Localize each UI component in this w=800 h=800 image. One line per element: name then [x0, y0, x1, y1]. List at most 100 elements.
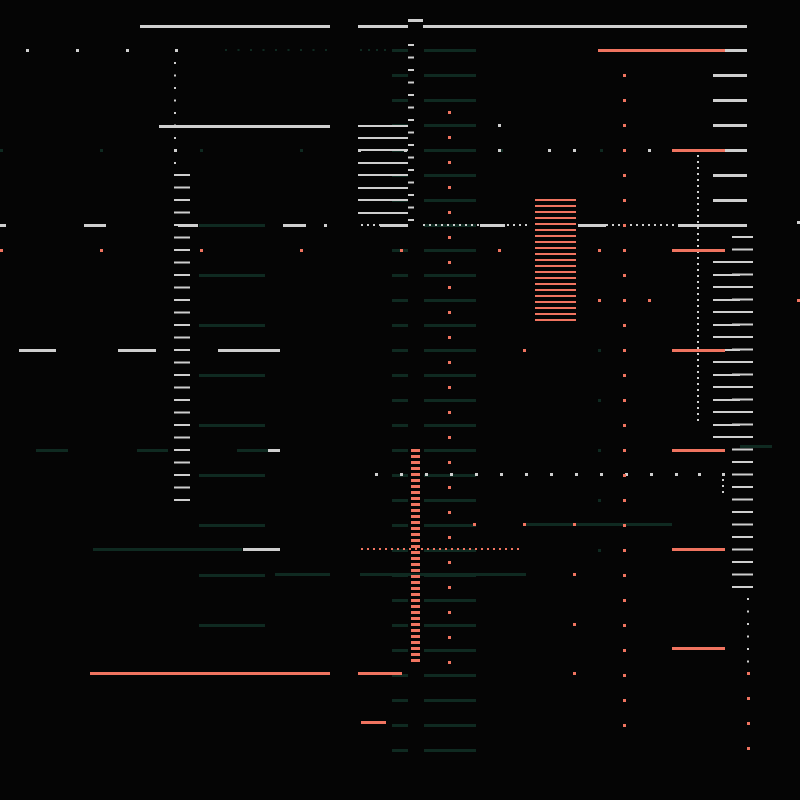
light-bar [408, 56, 414, 59]
light-dot [697, 275, 699, 277]
light-bar [408, 181, 414, 184]
coral-dash [411, 569, 420, 572]
coral-dot [623, 174, 626, 177]
light-dot [513, 224, 515, 226]
coral-dot [487, 548, 489, 550]
light-bar [174, 461, 190, 464]
coral-dot [200, 249, 203, 252]
light-dot [697, 365, 699, 367]
coral-dot [797, 299, 800, 302]
dim-dot [200, 149, 203, 152]
light-dot [477, 224, 479, 226]
light-dot [507, 224, 509, 226]
coral-dot [421, 548, 423, 550]
coral-dot [498, 249, 501, 252]
coral-bar-layer [0, 49, 800, 750]
light-bar [174, 374, 190, 376]
coral-dot [448, 336, 451, 339]
coral-dash [411, 497, 420, 500]
light-bar [358, 137, 408, 139]
light-dot [697, 209, 699, 211]
dim-bar [424, 249, 476, 252]
coral-dot [415, 548, 417, 550]
light-dot [697, 389, 699, 391]
light-dot [630, 224, 632, 226]
dim-bar [392, 549, 408, 552]
light-dot [126, 49, 129, 52]
light-dot [435, 224, 437, 226]
light-dot [450, 473, 453, 476]
dim-bar [424, 124, 476, 127]
coral-dot [448, 536, 451, 539]
light-dot [697, 257, 699, 259]
dim-bar [424, 199, 476, 202]
coral-dot [397, 548, 399, 550]
coral-dot [623, 124, 626, 127]
light-dot [612, 224, 614, 226]
light-bar [408, 156, 414, 159]
light-dot [697, 191, 699, 193]
dim-bar [424, 374, 476, 377]
dim-bar [424, 749, 476, 752]
coral-dot [448, 311, 451, 314]
dim-bar [199, 224, 265, 227]
light-bar [358, 125, 408, 127]
coral-dot [379, 548, 381, 550]
light-dot [697, 215, 699, 217]
coral-dash [411, 611, 420, 614]
light-dot [404, 149, 407, 152]
light-dot [475, 473, 478, 476]
coral-dot [523, 349, 526, 352]
coral-dot [427, 548, 429, 550]
coral-dot [100, 249, 103, 252]
light-bar [174, 499, 190, 501]
coral-dot [403, 548, 405, 550]
dim-bar [424, 399, 476, 402]
light-dot [666, 224, 668, 226]
light-bar [713, 349, 740, 351]
coral-dot [747, 722, 750, 725]
coral-dot [448, 161, 451, 164]
coral-dash [411, 491, 420, 494]
coral-bar [90, 672, 330, 675]
light-bar [408, 94, 414, 96]
light-dot [660, 224, 662, 226]
coral-ladder-rung [535, 205, 576, 207]
light-bar [358, 212, 408, 214]
dim-dot [100, 149, 103, 152]
dim-bar [424, 499, 476, 502]
light-bar [713, 399, 740, 401]
coral-dot [623, 649, 626, 652]
coral-dot [481, 548, 483, 550]
light-bar [243, 548, 280, 551]
coral-ladder-rung [535, 307, 576, 309]
light-bar [713, 124, 747, 127]
coral-dot [598, 299, 601, 302]
light-bar [578, 224, 606, 227]
dim-bar [392, 699, 408, 702]
light-bar [408, 19, 423, 22]
light-bar [725, 49, 747, 52]
light-dot [697, 335, 699, 337]
coral-dash [411, 617, 420, 620]
light-bar [159, 125, 330, 128]
light-dot [697, 305, 699, 307]
light-dot [697, 341, 699, 343]
dim-bar [424, 99, 476, 102]
light-dot [26, 49, 29, 52]
coral-dash [411, 599, 420, 602]
dim-bar [424, 149, 476, 152]
dim-bar [392, 649, 408, 652]
coral-ladder-rung [535, 259, 576, 261]
light-bar [174, 186, 190, 189]
light-bar [732, 498, 753, 501]
light-bar [174, 349, 190, 351]
light-dot [697, 407, 699, 409]
coral-dash [411, 539, 420, 542]
coral-dot [300, 249, 303, 252]
dim-bar [199, 274, 265, 277]
light-dot [697, 323, 699, 325]
light-dot [453, 224, 455, 226]
coral-dot [623, 424, 626, 427]
light-dot [550, 473, 553, 476]
